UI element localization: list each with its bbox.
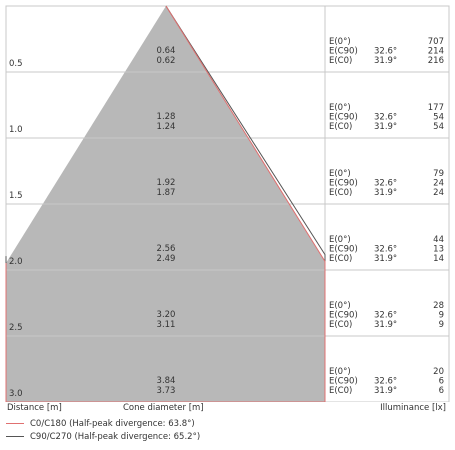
illuminance-value: 14 (433, 254, 444, 264)
illuminance-value: 214 (428, 47, 444, 57)
legend-c0-label: C0/C180 (Half-peak divergence: 63.8°) (30, 419, 195, 429)
illuminance-name: E(C90) (329, 47, 358, 57)
diameter-c90-label: 0.62 (157, 56, 176, 66)
diameter-c0-label: 3.20 (157, 310, 176, 320)
illuminance-name: E(0°) (329, 235, 351, 245)
illuminance-angle: 32.6° (374, 377, 397, 387)
illuminance-angle: 31.9° (374, 56, 397, 66)
legend-c90: C90/C270 (Half-peak divergence: 65.2°) (6, 432, 200, 442)
illuminance-name: E(C90) (329, 311, 358, 321)
illuminance-value: 28 (433, 301, 444, 311)
illuminance-angle: 31.9° (374, 254, 397, 264)
diameter-c90-label: 2.49 (157, 254, 176, 264)
illuminance-value: 707 (428, 37, 444, 47)
cone-diameter-axis-label: Cone diameter [m] (123, 403, 204, 413)
illuminance-name: E(C0) (329, 56, 352, 66)
illuminance-name: E(C0) (329, 122, 352, 132)
illuminance-value: 44 (433, 235, 444, 245)
illuminance-value: 24 (433, 179, 444, 189)
distance-label: 0.5 (9, 59, 23, 69)
illuminance-name: E(0°) (329, 301, 351, 311)
illuminance-name: E(0°) (329, 169, 351, 179)
diameter-c90-label: 1.87 (157, 188, 176, 198)
illuminance-name: E(0°) (329, 37, 351, 47)
diameter-c90-label: 3.73 (157, 386, 176, 396)
distance-label: 3.0 (9, 389, 23, 399)
illuminance-angle: 32.6° (374, 245, 397, 255)
illuminance-value: 54 (433, 113, 444, 123)
legend-c0-swatch (6, 423, 24, 424)
illuminance-name: E(0°) (329, 103, 351, 113)
illuminance-value: 13 (433, 245, 444, 255)
illuminance-name: E(0°) (329, 367, 351, 377)
illuminance-value: 79 (433, 169, 444, 179)
illuminance-value: 9 (439, 320, 444, 330)
distance-axis-label: Distance [m] (7, 403, 62, 413)
illuminance-name: E(C90) (329, 377, 358, 387)
illuminance-angle: 32.6° (374, 179, 397, 189)
illuminance-name: E(C90) (329, 113, 358, 123)
illuminance-value: 20 (433, 367, 444, 377)
illuminance-value: 54 (433, 122, 444, 132)
illuminance-value: 6 (439, 377, 444, 387)
distance-label: 1.0 (9, 125, 23, 135)
illuminance-angle: 31.9° (374, 320, 397, 330)
illuminance-value: 177 (428, 103, 444, 113)
illuminance-name: E(C90) (329, 179, 358, 189)
illuminance-axis-label: Illuminance [lx] (380, 403, 446, 413)
illuminance-value: 216 (428, 56, 444, 66)
legend-c0: C0/C180 (Half-peak divergence: 63.8°) (6, 419, 195, 429)
distance-label: 2.0 (9, 257, 23, 267)
illuminance-name: E(C0) (329, 188, 352, 198)
illuminance-angle: 31.9° (374, 188, 397, 198)
diameter-c0-label: 2.56 (157, 244, 176, 254)
diameter-c90-label: 3.11 (157, 320, 176, 330)
illuminance-value: 24 (433, 188, 444, 198)
c0-cone-outline (5, 5, 326, 402)
illuminance-angle: 32.6° (374, 311, 397, 321)
distance-label: 1.5 (9, 191, 23, 201)
diameter-c90-label: 1.24 (157, 122, 176, 132)
illuminance-angle: 32.6° (374, 47, 397, 57)
illuminance-name: E(C90) (329, 245, 358, 255)
diameter-c0-label: 1.28 (157, 112, 176, 122)
diameter-c0-label: 1.92 (157, 178, 176, 188)
legend-c90-label: C90/C270 (Half-peak divergence: 65.2°) (30, 432, 201, 442)
illuminance-name: E(C0) (329, 320, 352, 330)
illuminance-angle: 32.6° (374, 113, 397, 123)
illuminance-angle: 31.9° (374, 122, 397, 132)
diameter-c0-label: 3.84 (157, 376, 176, 386)
illuminance-angle: 31.9° (374, 386, 397, 396)
illuminance-value: 6 (439, 386, 444, 396)
legend-c90-swatch (6, 436, 24, 437)
diameter-c0-label: 0.64 (157, 46, 176, 56)
illuminance-name: E(C0) (329, 254, 352, 264)
cone-diagram-chart: 0.5 0.640.62 E(0°) 707 E(C90) 32.6° 214 E(C0) 31… (5, 5, 450, 402)
illuminance-name: E(C0) (329, 386, 352, 396)
illuminance-value: 9 (439, 311, 444, 321)
distance-label: 2.5 (9, 323, 23, 333)
